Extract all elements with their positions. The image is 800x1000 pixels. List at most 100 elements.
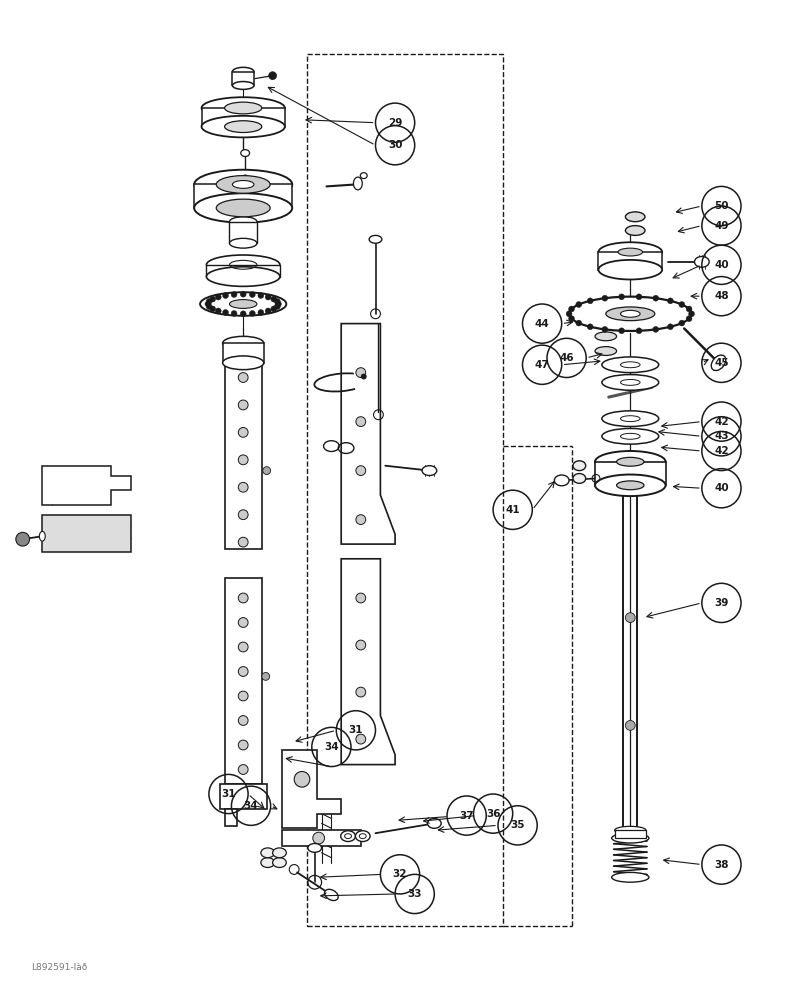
Circle shape — [275, 301, 282, 307]
Ellipse shape — [626, 212, 645, 222]
Text: 40: 40 — [714, 260, 729, 270]
Circle shape — [16, 532, 30, 546]
Ellipse shape — [230, 300, 257, 308]
Circle shape — [356, 640, 366, 650]
Circle shape — [679, 320, 685, 326]
Circle shape — [679, 302, 685, 307]
Ellipse shape — [225, 102, 262, 114]
Ellipse shape — [194, 170, 292, 199]
Circle shape — [313, 832, 325, 844]
Text: 45: 45 — [714, 358, 729, 368]
Text: 50: 50 — [714, 201, 729, 211]
Ellipse shape — [602, 411, 658, 426]
Circle shape — [566, 311, 572, 317]
Ellipse shape — [202, 97, 285, 119]
Ellipse shape — [230, 217, 257, 227]
Bar — [595, 462, 666, 485]
Circle shape — [356, 687, 366, 697]
Circle shape — [356, 515, 366, 524]
Circle shape — [686, 316, 692, 322]
Circle shape — [238, 427, 248, 437]
Text: 44: 44 — [534, 319, 550, 329]
Circle shape — [274, 304, 280, 309]
Text: 37: 37 — [459, 811, 474, 821]
Circle shape — [271, 296, 277, 302]
Ellipse shape — [573, 461, 586, 471]
Text: L892591-Iàð: L892591-Iàð — [31, 963, 88, 972]
Text: 36: 36 — [486, 809, 500, 819]
Bar — [307, 54, 503, 926]
Circle shape — [238, 716, 248, 725]
Ellipse shape — [598, 260, 662, 279]
Circle shape — [206, 304, 212, 309]
Ellipse shape — [360, 173, 367, 179]
Ellipse shape — [554, 475, 569, 486]
Circle shape — [240, 291, 246, 297]
Circle shape — [626, 613, 635, 622]
Circle shape — [250, 311, 255, 316]
Text: 42: 42 — [714, 446, 729, 456]
Circle shape — [222, 293, 229, 298]
Circle shape — [356, 734, 366, 744]
Circle shape — [262, 467, 270, 475]
Circle shape — [587, 324, 593, 330]
Circle shape — [356, 417, 366, 426]
Circle shape — [356, 593, 366, 603]
Circle shape — [576, 302, 582, 307]
Text: 41: 41 — [506, 505, 520, 515]
Circle shape — [569, 316, 574, 322]
Circle shape — [618, 294, 625, 300]
Ellipse shape — [216, 199, 270, 217]
Bar — [220, 784, 266, 809]
Ellipse shape — [711, 355, 726, 371]
Text: 40: 40 — [714, 483, 729, 493]
Circle shape — [361, 374, 366, 379]
Circle shape — [238, 510, 248, 520]
Ellipse shape — [626, 226, 645, 235]
Circle shape — [238, 400, 248, 410]
Circle shape — [271, 306, 277, 312]
Circle shape — [238, 537, 248, 547]
Bar — [614, 830, 646, 838]
Ellipse shape — [354, 177, 362, 190]
Circle shape — [569, 306, 574, 312]
Text: 38: 38 — [714, 860, 729, 870]
Ellipse shape — [341, 831, 355, 842]
Circle shape — [215, 308, 221, 314]
Ellipse shape — [206, 255, 280, 275]
Ellipse shape — [617, 457, 644, 466]
Circle shape — [231, 292, 237, 297]
Text: 48: 48 — [714, 291, 729, 301]
Circle shape — [238, 373, 248, 382]
Ellipse shape — [694, 256, 709, 267]
Circle shape — [266, 308, 271, 314]
Circle shape — [222, 310, 229, 315]
Circle shape — [667, 298, 674, 304]
Text: 35: 35 — [510, 820, 525, 830]
Ellipse shape — [617, 481, 644, 490]
Text: 34: 34 — [244, 801, 258, 811]
Circle shape — [576, 320, 582, 326]
Ellipse shape — [595, 475, 666, 496]
Ellipse shape — [202, 116, 285, 137]
Circle shape — [215, 294, 221, 300]
Ellipse shape — [233, 82, 254, 89]
Circle shape — [238, 642, 248, 652]
Ellipse shape — [598, 242, 662, 262]
Circle shape — [356, 466, 366, 476]
Ellipse shape — [194, 193, 292, 223]
Bar — [206, 265, 280, 277]
Ellipse shape — [602, 428, 658, 444]
Text: 46: 46 — [559, 353, 574, 363]
Ellipse shape — [261, 858, 274, 867]
Bar — [230, 222, 257, 243]
Ellipse shape — [422, 466, 437, 476]
Text: 49: 49 — [714, 221, 729, 231]
Ellipse shape — [602, 375, 658, 390]
Circle shape — [356, 368, 366, 377]
Circle shape — [653, 295, 658, 301]
Bar — [194, 184, 292, 208]
Ellipse shape — [595, 451, 666, 473]
Circle shape — [618, 328, 625, 334]
Ellipse shape — [222, 336, 264, 350]
